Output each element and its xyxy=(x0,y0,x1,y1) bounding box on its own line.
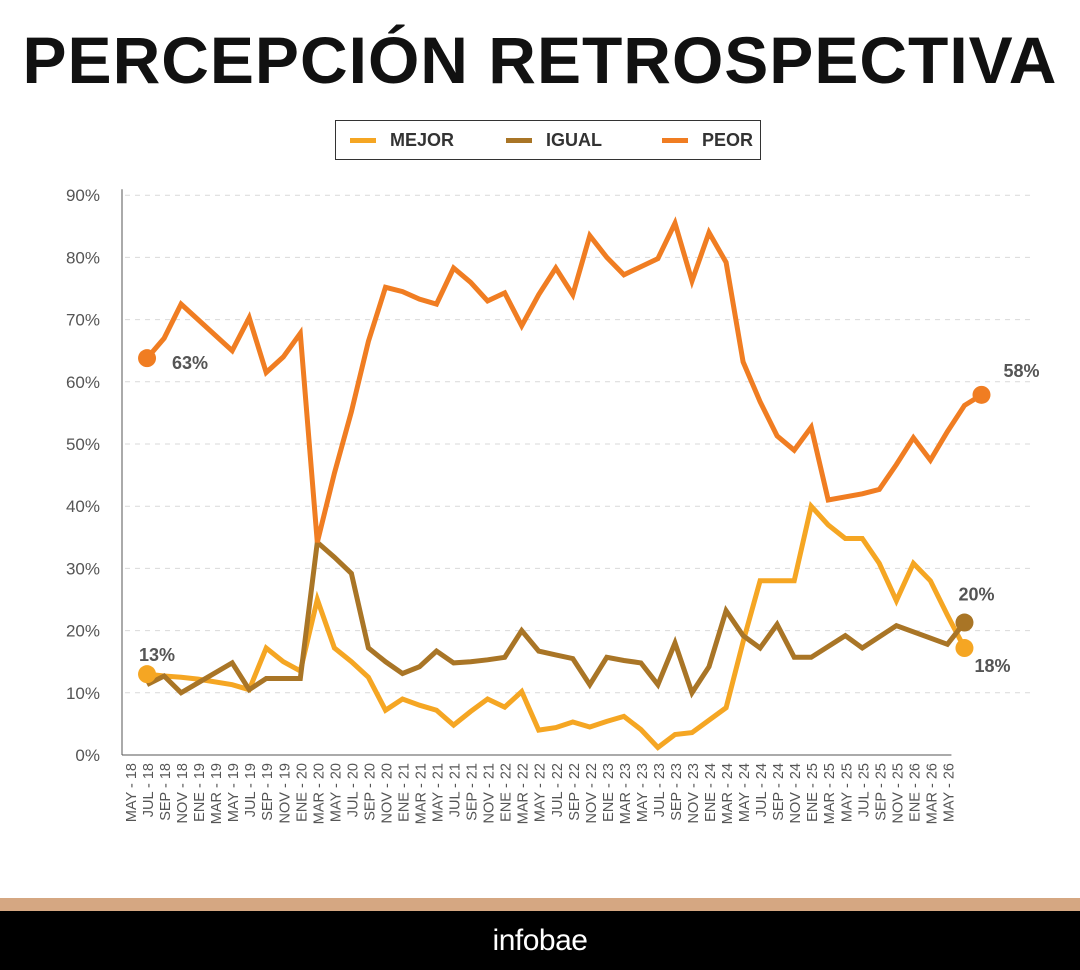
legend-label-peor: PEOR xyxy=(702,129,754,150)
x-tick-label: MAY - 26 xyxy=(941,763,957,822)
y-tick-label: 30% xyxy=(66,559,100,578)
legend-swatch-mejor xyxy=(350,137,376,143)
x-tick-label: MAR - 22 xyxy=(516,763,532,824)
x-tick-label: ENE - 24 xyxy=(703,763,719,822)
x-tick-label: MAR - 24 xyxy=(720,763,736,824)
data-label: 18% xyxy=(974,656,1010,676)
footer-band xyxy=(0,898,1080,911)
line-chart: 0%10%20%30%40%50%60%70%80%90%MAY - 18 JUL… xyxy=(66,186,1040,824)
x-tick-label: NOV - 24 xyxy=(788,763,804,823)
x-tick-label: MAY - 25 xyxy=(839,763,855,822)
endpoint-marker-mejor xyxy=(955,639,974,658)
x-tick-label: MAY - 21 xyxy=(431,763,447,822)
x-tick-label: MAY - 24 xyxy=(737,763,753,822)
x-tick-label: JUL - 24 xyxy=(754,763,770,817)
data-label: 63% xyxy=(172,353,208,373)
y-tick-label: 0% xyxy=(75,746,100,765)
x-tick-label: SEP - 18 xyxy=(158,763,174,821)
y-tick-label: 80% xyxy=(66,248,100,267)
x-tick-label: NOV - 20 xyxy=(379,763,395,823)
x-tick-label: NOV - 18 xyxy=(175,763,191,823)
legend-item-mejor: MEJOR xyxy=(350,130,454,151)
x-tick-label: JUL - 25 xyxy=(856,763,872,817)
y-tick-label: 60% xyxy=(66,373,100,392)
data-label: 20% xyxy=(958,585,994,605)
data-label: 13% xyxy=(139,645,175,665)
y-tick-label: 40% xyxy=(66,497,100,516)
x-tick-label: MAY - 22 xyxy=(533,763,549,822)
x-tick-label: NOV - 23 xyxy=(686,763,702,823)
legend-swatch-igual xyxy=(506,137,533,143)
x-tick-label: ENE - 22 xyxy=(499,763,515,822)
legend-item-igual: IGUAL xyxy=(506,130,602,151)
x-tick-label: JUL - 19 xyxy=(243,763,259,817)
x-tick-label: MAY - 20 xyxy=(328,763,344,822)
brand-logo: infobae xyxy=(492,923,588,957)
series-line-mejor xyxy=(146,500,967,751)
legend-swatch-peor xyxy=(662,137,689,143)
x-tick-label: JUL - 21 xyxy=(448,763,464,817)
y-tick-label: 10% xyxy=(66,684,100,703)
x-tick-label: SEP - 19 xyxy=(260,763,276,821)
x-tick-label: SEP - 25 xyxy=(873,763,889,821)
y-tick-label: 70% xyxy=(66,311,100,330)
legend-label-igual: IGUAL xyxy=(546,129,603,150)
y-tick-label: 90% xyxy=(66,186,100,205)
x-tick-label: SEP - 23 xyxy=(669,763,685,821)
data-label: 58% xyxy=(1004,361,1040,381)
x-tick-label: ENE - 21 xyxy=(396,763,412,822)
x-tick-label: MAR - 23 xyxy=(618,763,634,824)
legend-label-mejor: MEJOR xyxy=(390,129,455,150)
series-line-peor xyxy=(145,216,983,543)
x-tick-label: SEP - 21 xyxy=(465,763,481,821)
endpoint-marker-peor xyxy=(972,385,991,404)
chart-legend: MEJOR IGUAL PEOR xyxy=(335,120,761,160)
x-tick-label: MAR - 20 xyxy=(311,763,327,824)
x-tick-label: SEP - 20 xyxy=(362,763,378,821)
y-tick-label: 20% xyxy=(66,622,100,641)
y-tick-label: 50% xyxy=(66,435,100,454)
legend-item-peor: PEOR xyxy=(662,130,753,151)
x-tick-label: MAY - 23 xyxy=(635,763,651,822)
x-tick-label: ENE - 20 xyxy=(294,763,310,822)
endpoint-marker-peor xyxy=(138,349,157,368)
x-tick-label: MAR - 26 xyxy=(924,763,940,824)
x-tick-label: NOV - 21 xyxy=(482,763,498,823)
x-tick-label: NOV - 22 xyxy=(584,763,600,823)
x-tick-label: MAR - 21 xyxy=(414,763,430,824)
x-tick-label: JUL - 23 xyxy=(652,763,668,817)
x-tick-label: NOV - 25 xyxy=(890,763,906,823)
x-tick-label: ENE - 25 xyxy=(805,763,821,822)
x-tick-label: SEP - 24 xyxy=(771,763,787,821)
footer-bar: infobae xyxy=(0,911,1080,970)
endpoint-marker-mejor xyxy=(138,665,157,684)
x-tick-label: MAY - 18 xyxy=(124,763,140,822)
x-tick-label: JUL - 20 xyxy=(345,763,361,817)
x-tick-label: ENE - 23 xyxy=(601,763,617,822)
x-tick-label: MAR - 25 xyxy=(822,763,838,824)
x-tick-label: JUL - 18 xyxy=(141,763,157,817)
x-tick-label: MAY - 19 xyxy=(226,763,242,822)
x-tick-label: ENE - 26 xyxy=(907,763,923,822)
endpoint-marker-igual xyxy=(955,613,974,632)
x-tick-label: NOV - 19 xyxy=(277,763,293,823)
series-line-igual xyxy=(145,537,967,699)
x-tick-label: JUL - 22 xyxy=(550,763,566,817)
x-tick-label: SEP - 22 xyxy=(567,763,583,821)
x-tick-label: MAR - 19 xyxy=(209,763,225,824)
x-tick-label: ENE - 19 xyxy=(192,763,208,822)
chart-title: PERCEPCIÓN RETROSPECTIVA xyxy=(22,23,1058,97)
